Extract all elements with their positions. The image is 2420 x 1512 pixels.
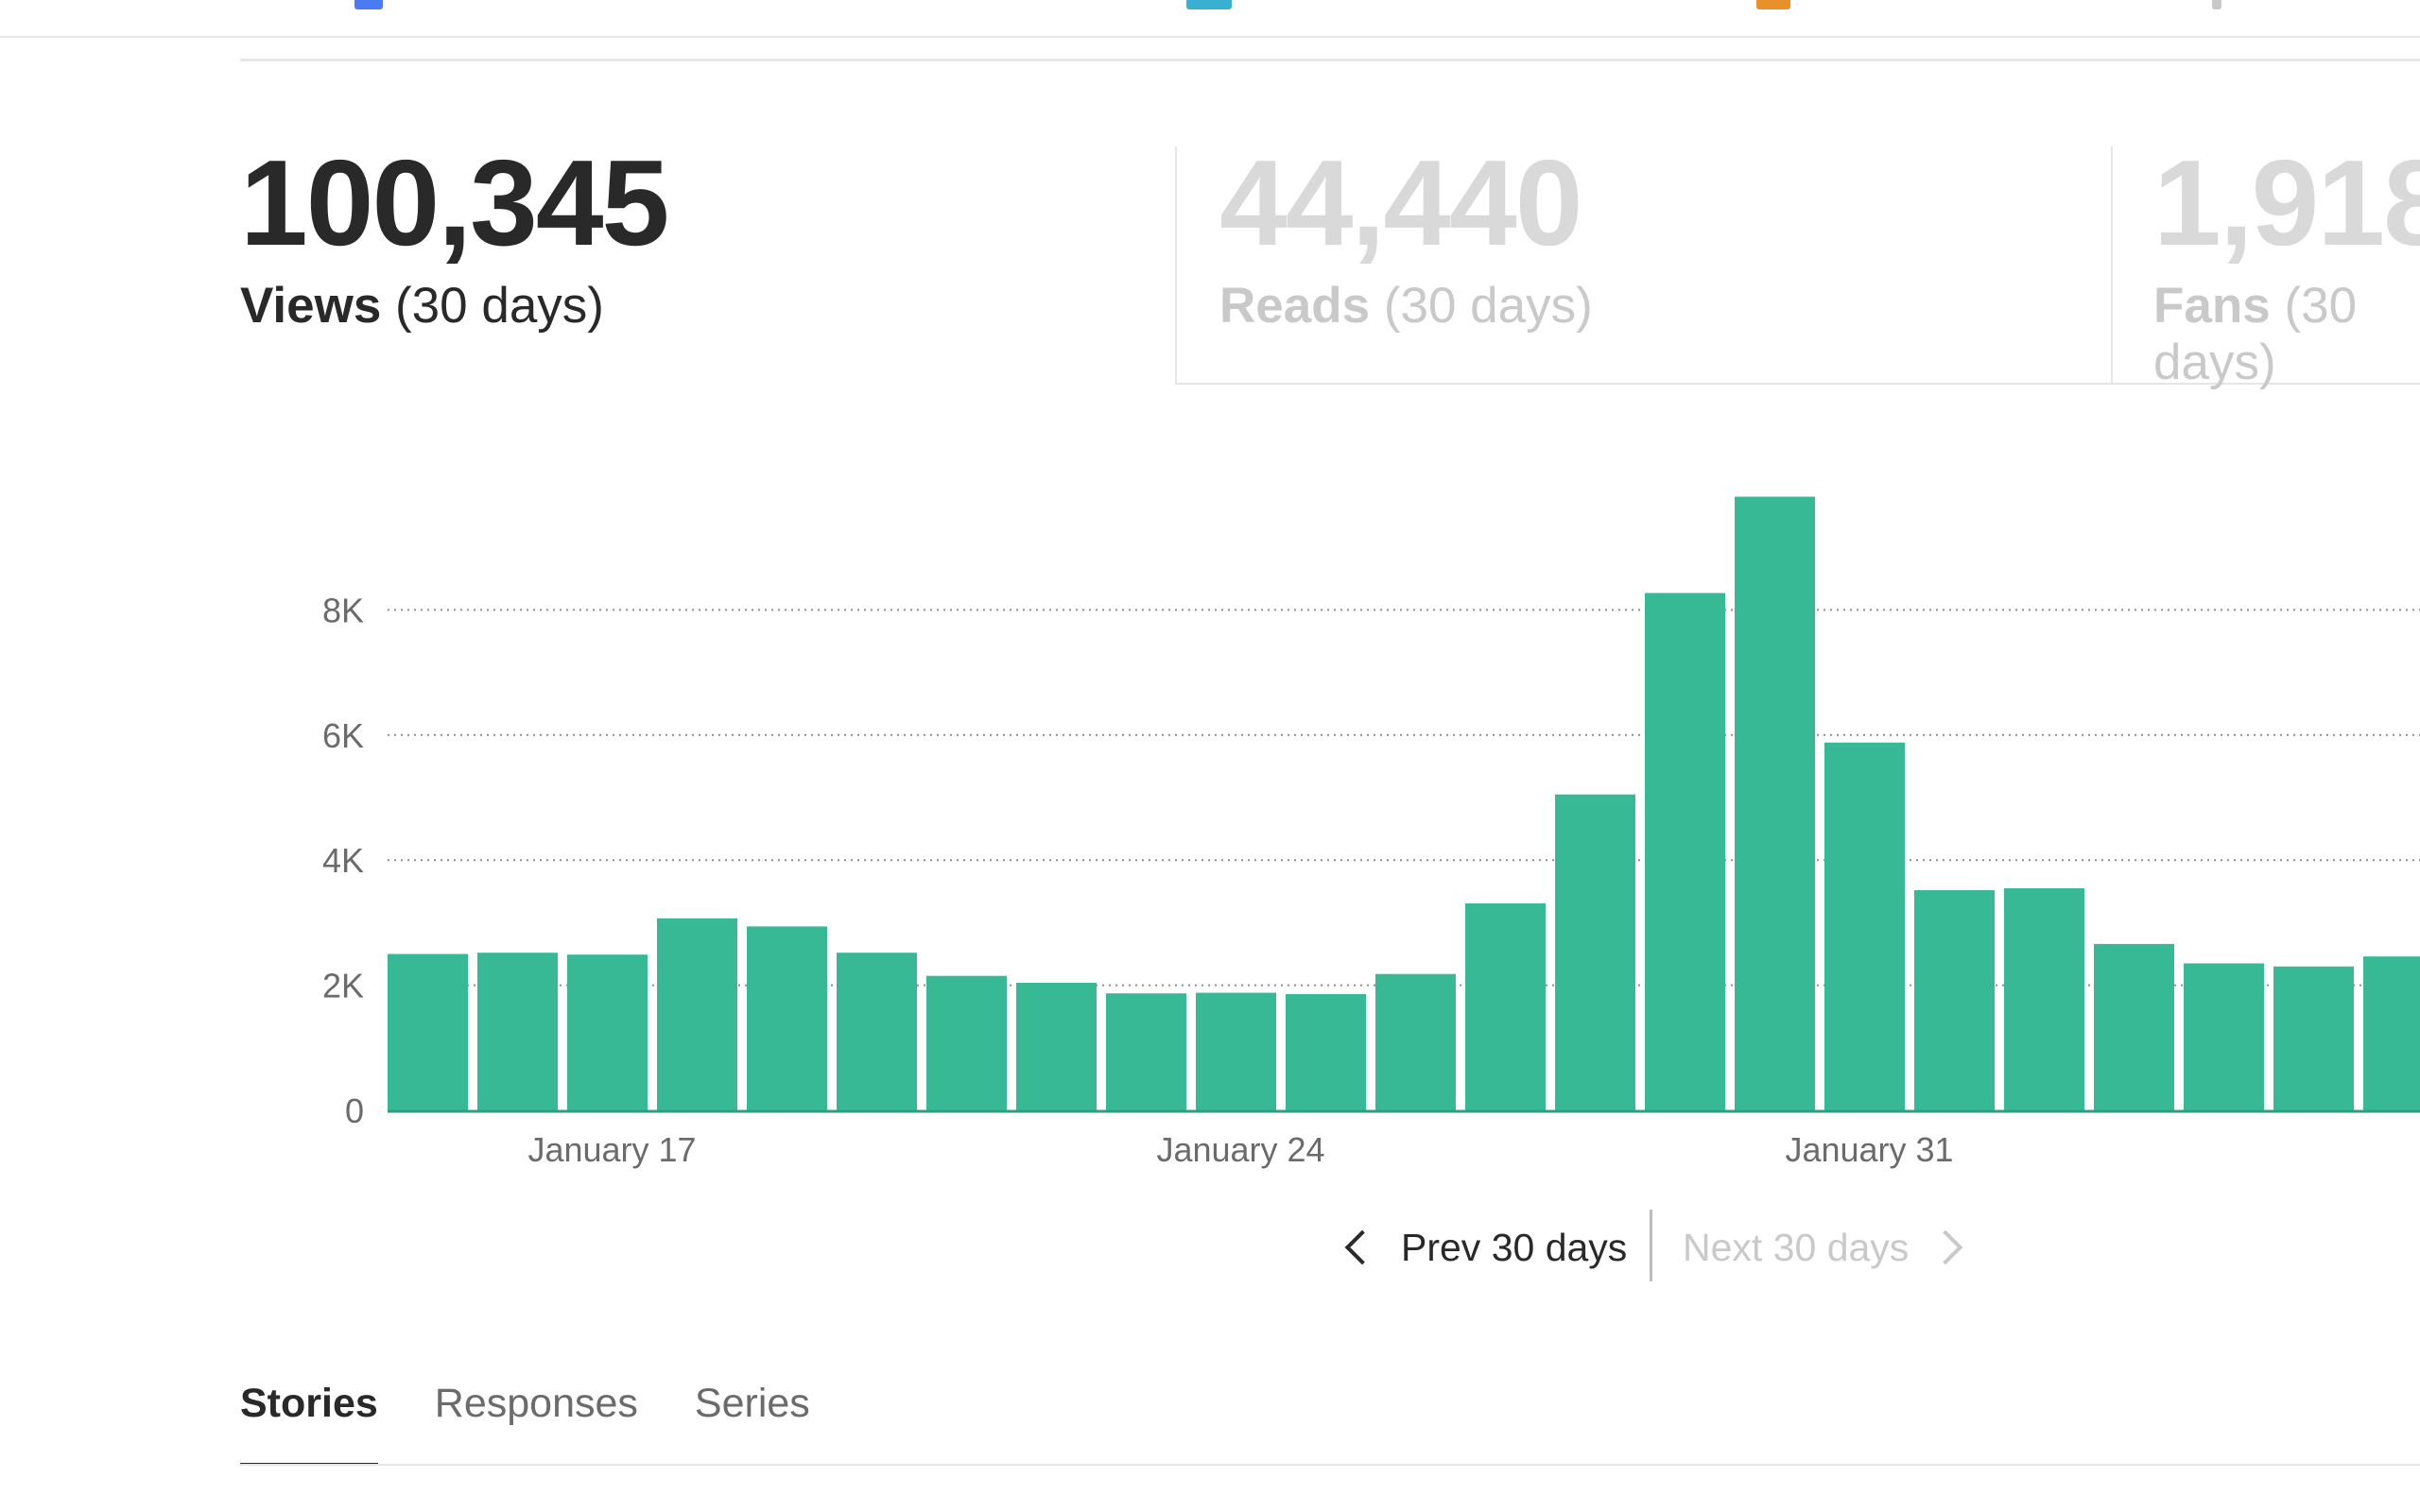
chevron-right-icon — [1927, 1229, 1963, 1265]
fans-stat[interactable]: 1,918 Fans (30 days) — [2153, 142, 2420, 391]
next-30-days-button: Next 30 days — [1683, 1211, 1963, 1283]
bar[interactable] — [1465, 902, 1546, 1110]
bar[interactable] — [2004, 887, 2084, 1110]
tab-stories[interactable]: Stories — [240, 1375, 378, 1466]
views-label: Views (30 days) — [240, 278, 667, 335]
fans-label-period: (30 days) — [2153, 278, 2358, 390]
pager-divider — [1650, 1210, 1652, 1281]
y-tick-label: 2K — [322, 967, 364, 1005]
bar[interactable] — [477, 953, 558, 1110]
bar[interactable] — [1914, 889, 1995, 1110]
browser-bookmarks-bar — [0, 0, 2420, 38]
x-tick-label: January 24 — [1156, 1130, 1324, 1169]
bookmark-icon[interactable] — [354, 0, 383, 9]
bar[interactable] — [657, 918, 737, 1110]
x-tick-label: January 31 — [1785, 1130, 1953, 1169]
header-divider — [240, 59, 2420, 61]
views-stat[interactable]: 100,345 Views (30 days) — [240, 135, 669, 335]
chevron-left-icon — [1344, 1229, 1380, 1265]
bar[interactable] — [2273, 966, 2354, 1110]
bookmark-icon[interactable] — [1186, 0, 1232, 9]
reads-label: Reads (30 days) — [1219, 278, 1593, 335]
bookmark-icon[interactable] — [2212, 0, 2221, 9]
x-tick-label: January 17 — [527, 1130, 696, 1169]
bar[interactable] — [747, 926, 827, 1110]
tabs-divider — [240, 1464, 2420, 1466]
bar[interactable] — [1735, 496, 1815, 1110]
reads-label-period: (30 days) — [1383, 278, 1593, 334]
reads-count: 44,440 — [1219, 135, 1583, 271]
reads-card-border[interactable] — [1175, 146, 2113, 385]
reads-stat[interactable]: 44,440 Reads (30 days) — [1219, 142, 1593, 335]
prev-30-days-label: Prev 30 days — [1401, 1225, 1628, 1269]
bar[interactable] — [1824, 742, 1905, 1110]
bar[interactable] — [837, 953, 917, 1110]
y-tick-label: 6K — [322, 716, 364, 755]
views-label-period: (30 days) — [395, 278, 604, 334]
fans-label: Fans (30 days) — [2153, 278, 2420, 391]
bar[interactable] — [1645, 593, 1725, 1110]
fans-count: 1,918 — [2153, 135, 2420, 271]
views-count: 100,345 — [240, 135, 669, 271]
bar[interactable] — [1555, 794, 1635, 1110]
y-tick-label: 0 — [345, 1091, 364, 1130]
tab-responses[interactable]: Responses — [434, 1381, 638, 1426]
fans-label-title: Fans — [2153, 278, 2271, 334]
tab-series[interactable]: Series — [694, 1381, 810, 1426]
bar[interactable] — [926, 975, 1007, 1110]
bar[interactable] — [1375, 973, 1456, 1110]
bar[interactable] — [2094, 943, 2174, 1110]
stats-tabs: Stories Responses Series — [240, 1375, 867, 1466]
bar[interactable] — [1106, 993, 1186, 1110]
bar[interactable] — [1286, 993, 1366, 1110]
bookmark-icon[interactable] — [1756, 0, 1790, 9]
bar[interactable] — [1016, 982, 1097, 1110]
views-label-title: Views — [240, 278, 382, 334]
bar[interactable] — [2363, 956, 2420, 1110]
y-tick-label: 4K — [322, 841, 364, 880]
bar[interactable] — [388, 954, 468, 1111]
next-30-days-label: Next 30 days — [1683, 1225, 1910, 1269]
fans-card-border[interactable] — [2111, 146, 2420, 385]
bar[interactable] — [567, 954, 648, 1110]
bar[interactable] — [1196, 992, 1276, 1110]
prev-30-days-button[interactable]: Prev 30 days — [1342, 1211, 1627, 1283]
bar[interactable] — [2184, 963, 2264, 1110]
y-tick-label: 8K — [322, 591, 364, 629]
reads-label-title: Reads — [1219, 278, 1371, 334]
